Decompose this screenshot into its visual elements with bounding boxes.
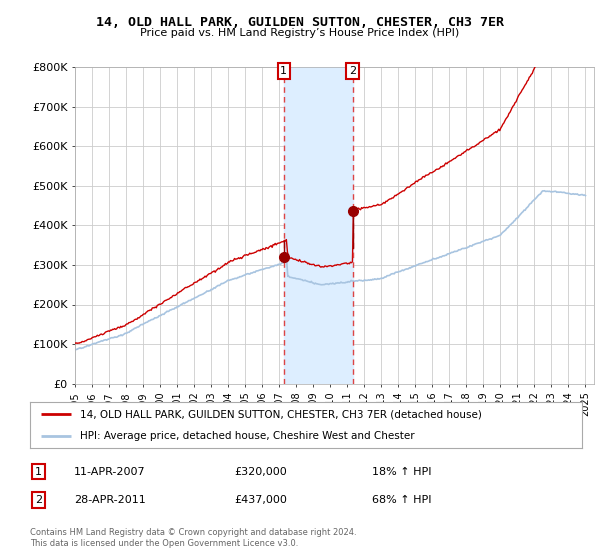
- Text: 18% ↑ HPI: 18% ↑ HPI: [372, 466, 432, 477]
- Text: Price paid vs. HM Land Registry’s House Price Index (HPI): Price paid vs. HM Land Registry’s House …: [140, 28, 460, 38]
- Text: Contains HM Land Registry data © Crown copyright and database right 2024.: Contains HM Land Registry data © Crown c…: [30, 528, 356, 536]
- Text: 68% ↑ HPI: 68% ↑ HPI: [372, 495, 432, 505]
- Text: £320,000: £320,000: [234, 466, 287, 477]
- Text: 28-APR-2011: 28-APR-2011: [74, 495, 146, 505]
- Text: HPI: Average price, detached house, Cheshire West and Chester: HPI: Average price, detached house, Ches…: [80, 431, 415, 441]
- Text: 14, OLD HALL PARK, GUILDEN SUTTON, CHESTER, CH3 7ER (detached house): 14, OLD HALL PARK, GUILDEN SUTTON, CHEST…: [80, 409, 482, 419]
- Bar: [284, 67, 353, 384]
- Text: 1: 1: [35, 466, 42, 477]
- Text: 1: 1: [280, 66, 287, 76]
- Text: £437,000: £437,000: [234, 495, 287, 505]
- Text: 14, OLD HALL PARK, GUILDEN SUTTON, CHESTER, CH3 7ER: 14, OLD HALL PARK, GUILDEN SUTTON, CHEST…: [96, 16, 504, 29]
- Text: 2: 2: [35, 495, 42, 505]
- Text: This data is licensed under the Open Government Licence v3.0.: This data is licensed under the Open Gov…: [30, 539, 298, 548]
- Text: 2: 2: [349, 66, 356, 76]
- Text: 11-APR-2007: 11-APR-2007: [74, 466, 146, 477]
